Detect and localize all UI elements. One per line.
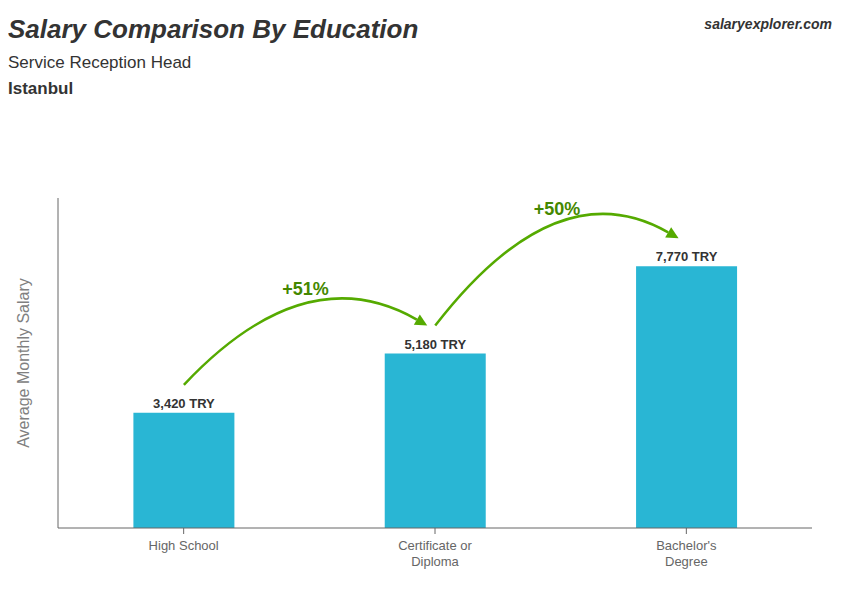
- html-text:salaryexplorer.com: salaryexplorer.com: [704, 16, 832, 32]
- svg-text:Bachelor'sDegree: Bachelor'sDegree: [656, 538, 717, 569]
- html-text:Istanbul: Istanbul: [8, 79, 74, 98]
- svg-text:+51%: +51%: [282, 279, 329, 299]
- svg-text:+50%: +50%: [534, 199, 581, 219]
- svg-text:5,180 TRY: 5,180 TRY: [404, 337, 466, 352]
- svg-text:Certificate orDiploma: Certificate orDiploma: [398, 538, 472, 569]
- svg-text:3,420 TRY: 3,420 TRY: [153, 396, 215, 411]
- svg-text:High School: High School: [149, 538, 219, 553]
- html-text:Service Reception Head: Service Reception Head: [8, 53, 192, 72]
- svg-text:Average Monthly Salary: Average Monthly Salary: [15, 278, 32, 448]
- html-text:Salary Comparison By Education: Salary Comparison By Education: [8, 14, 419, 44]
- svg-text:7,770 TRY: 7,770 TRY: [656, 249, 718, 264]
